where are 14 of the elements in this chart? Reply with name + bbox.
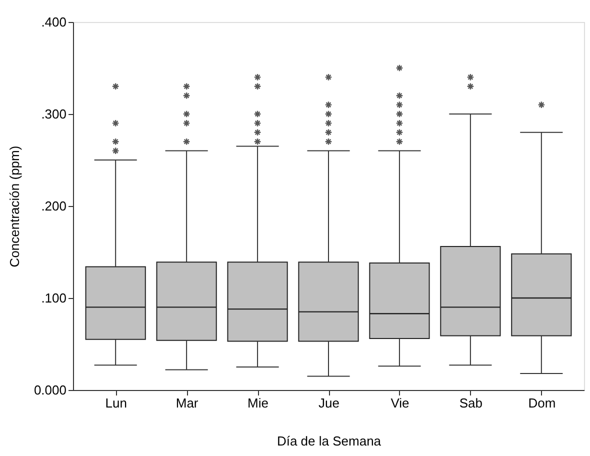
y-tick-label: 0.000 <box>34 382 66 398</box>
y-axis-title: Concentración (ppm) <box>6 146 22 268</box>
x-tick-label: Lun <box>105 396 127 410</box>
x-tick-label: Mar <box>176 396 199 410</box>
x-tick-label: Sab <box>459 396 483 410</box>
y-tick-label: .100 <box>41 290 66 306</box>
y-tick-label: .400 <box>41 14 66 30</box>
x-axis-title: Día de la Semana <box>276 434 382 448</box>
x-tick-label: Mie <box>248 396 269 410</box>
x-tick-label: Jue <box>318 396 340 410</box>
y-tick-label: .300 <box>41 106 66 122</box>
x-tick-label: Dom <box>528 396 556 410</box>
x-tick-label: Vie <box>390 396 410 410</box>
y-tick-label: .200 <box>41 198 66 214</box>
